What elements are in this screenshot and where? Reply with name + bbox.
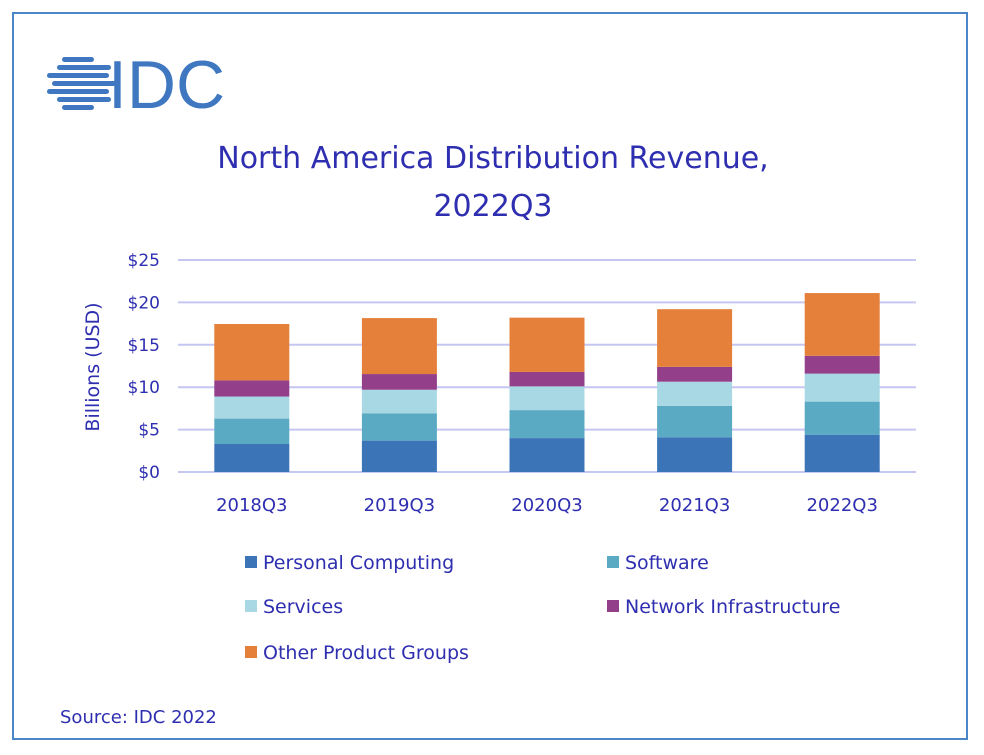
bar-segment — [509, 438, 585, 472]
bar-segment — [214, 396, 290, 419]
idc-logo: IDC — [47, 47, 225, 123]
bar-segment — [361, 389, 437, 414]
source-note: Source: IDC 2022 — [60, 707, 217, 728]
logo-text: IDC — [108, 47, 225, 123]
y-tick-label: $10 — [128, 378, 160, 398]
legend-swatch — [245, 646, 257, 658]
globe-stripe — [62, 57, 94, 62]
y-tick-label: $25 — [128, 251, 160, 271]
legend-label: Software — [625, 552, 709, 574]
x-tick-label: 2020Q3 — [511, 495, 582, 516]
x-tick-label: 2019Q3 — [364, 495, 435, 516]
chart-title-line-2: 2022Q3 — [433, 189, 552, 224]
bar-segment — [509, 386, 585, 411]
globe-stripe — [57, 97, 111, 102]
y-axis-label: Billions (USD) — [82, 302, 104, 431]
y-tick-label: $0 — [138, 463, 160, 483]
bar-segment — [361, 318, 437, 375]
bar-segment — [214, 444, 290, 472]
legend-swatch — [607, 556, 619, 568]
y-tick-label: $5 — [138, 421, 160, 441]
bar-segment — [804, 293, 880, 356]
legend-label: Network Infrastructure — [625, 596, 840, 618]
bar-segment — [657, 366, 733, 382]
bar-segment — [361, 440, 437, 472]
legend-label: Services — [263, 596, 343, 618]
globe-stripe — [47, 89, 109, 94]
globe-stripe — [47, 73, 109, 78]
bar-segment — [657, 405, 733, 438]
globe-stripe — [62, 105, 94, 110]
y-tick-label: $15 — [128, 336, 160, 356]
bar-segment — [657, 437, 733, 472]
chart-frame — [12, 12, 968, 740]
bar-segment — [214, 380, 290, 397]
bar-segment — [214, 324, 290, 381]
legend-swatch — [245, 600, 257, 612]
bar-segment — [509, 371, 585, 387]
bar-segment — [804, 373, 880, 402]
globe-stripe — [52, 81, 116, 86]
chart-title-line-1: North America Distribution Revenue, — [217, 141, 768, 176]
x-tick-label: 2021Q3 — [659, 495, 730, 516]
bar-segment — [657, 309, 733, 367]
bar-segment — [509, 317, 585, 372]
globe-stripe — [57, 65, 111, 70]
bar-segment — [804, 434, 880, 472]
bar-segment — [361, 374, 437, 390]
bar-segment — [804, 355, 880, 374]
legend-swatch — [607, 600, 619, 612]
globe-icon — [47, 57, 116, 110]
x-tick-label: 2022Q3 — [806, 495, 877, 516]
bar-segment — [509, 410, 585, 439]
legend-label: Personal Computing — [263, 552, 454, 574]
legend-swatch — [245, 556, 257, 568]
bar-segment — [361, 413, 437, 441]
y-tick-label: $20 — [128, 293, 160, 313]
bar-segment — [214, 418, 290, 445]
legend-label: Other Product Groups — [263, 642, 469, 664]
bar-segment — [657, 381, 733, 406]
x-tick-label: 2018Q3 — [216, 495, 287, 516]
bar-segment — [804, 401, 880, 435]
